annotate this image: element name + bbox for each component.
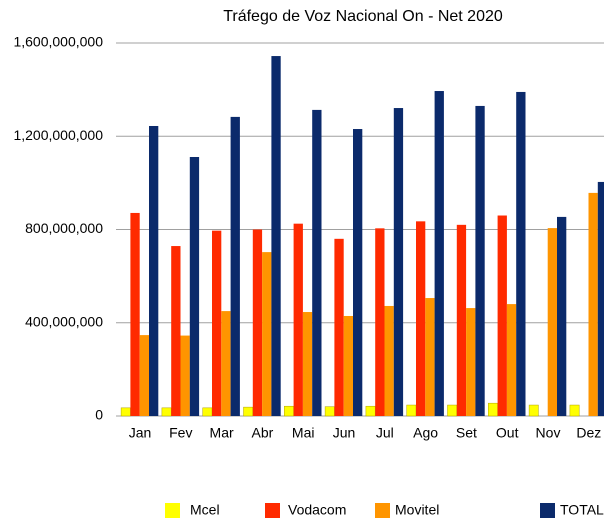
legend-label: Movitel — [395, 502, 439, 518]
x-tick-label: Mar — [210, 425, 234, 441]
y-tick-label: 400,000,000 — [25, 313, 103, 329]
bar — [425, 298, 435, 416]
x-tick-label: Fev — [169, 425, 192, 441]
bar — [262, 252, 272, 416]
legend-label: Mcel — [190, 502, 220, 518]
x-tick-label: Ago — [413, 425, 438, 441]
bar — [384, 305, 394, 416]
bar — [302, 312, 313, 416]
bar — [516, 91, 526, 417]
y-tick-label: 1,200,000,000 — [13, 127, 103, 143]
legend-swatch — [540, 503, 555, 518]
y-tick-label: 800,000,000 — [25, 220, 103, 236]
bar — [393, 108, 404, 417]
bar — [230, 116, 240, 416]
bar — [120, 407, 131, 417]
bar — [597, 181, 604, 416]
bar — [475, 105, 485, 416]
bar — [456, 224, 467, 416]
x-tick-label: Jun — [333, 425, 356, 441]
bar — [243, 406, 254, 417]
legend-swatch — [265, 503, 280, 518]
bar — [171, 246, 181, 416]
bar — [488, 402, 498, 417]
x-tick-label: Set — [456, 425, 477, 441]
bar — [466, 308, 476, 416]
bar — [271, 56, 281, 417]
bar — [252, 229, 263, 416]
legend-swatch — [165, 503, 180, 518]
bar — [497, 215, 507, 416]
bar — [130, 212, 140, 416]
bar — [353, 129, 363, 416]
bar — [180, 335, 190, 416]
x-tick-label: Abr — [252, 425, 274, 441]
bar — [343, 315, 353, 416]
bar — [139, 335, 149, 416]
bar — [365, 405, 376, 417]
x-tick-label: Nov — [536, 425, 561, 441]
y-tick-label: 0 — [95, 407, 103, 423]
chart-title: Tráfego de Voz Nacional On - Net 2020 — [223, 8, 503, 25]
bar — [149, 125, 159, 417]
bar — [312, 109, 322, 417]
x-tick-label: Jul — [376, 425, 394, 441]
bar — [161, 407, 172, 417]
bar — [324, 406, 335, 417]
legend-label: Vodacom — [288, 502, 346, 518]
x-tick-label: Out — [496, 425, 519, 441]
bar — [334, 238, 344, 416]
y-tick-label: 1,600,000,000 — [13, 34, 103, 50]
bar — [569, 404, 580, 417]
bar — [375, 228, 385, 416]
bar — [212, 230, 222, 416]
legend-swatch — [375, 503, 390, 518]
bar — [528, 404, 539, 417]
bar — [588, 192, 598, 416]
bar — [202, 407, 213, 417]
bar — [284, 405, 294, 417]
bar — [557, 216, 567, 416]
bar — [189, 156, 200, 417]
bar — [547, 228, 557, 416]
bar — [416, 221, 426, 416]
bar — [447, 404, 458, 417]
x-tick-label: Jan — [129, 425, 152, 441]
x-tick-label: Mai — [292, 425, 315, 441]
bar — [221, 311, 231, 416]
bar — [406, 404, 417, 417]
bar — [434, 91, 444, 417]
bar — [293, 223, 303, 416]
bar — [506, 304, 517, 416]
legend-label: TOTAL — [560, 502, 604, 518]
x-tick-label: Dez — [576, 425, 601, 441]
